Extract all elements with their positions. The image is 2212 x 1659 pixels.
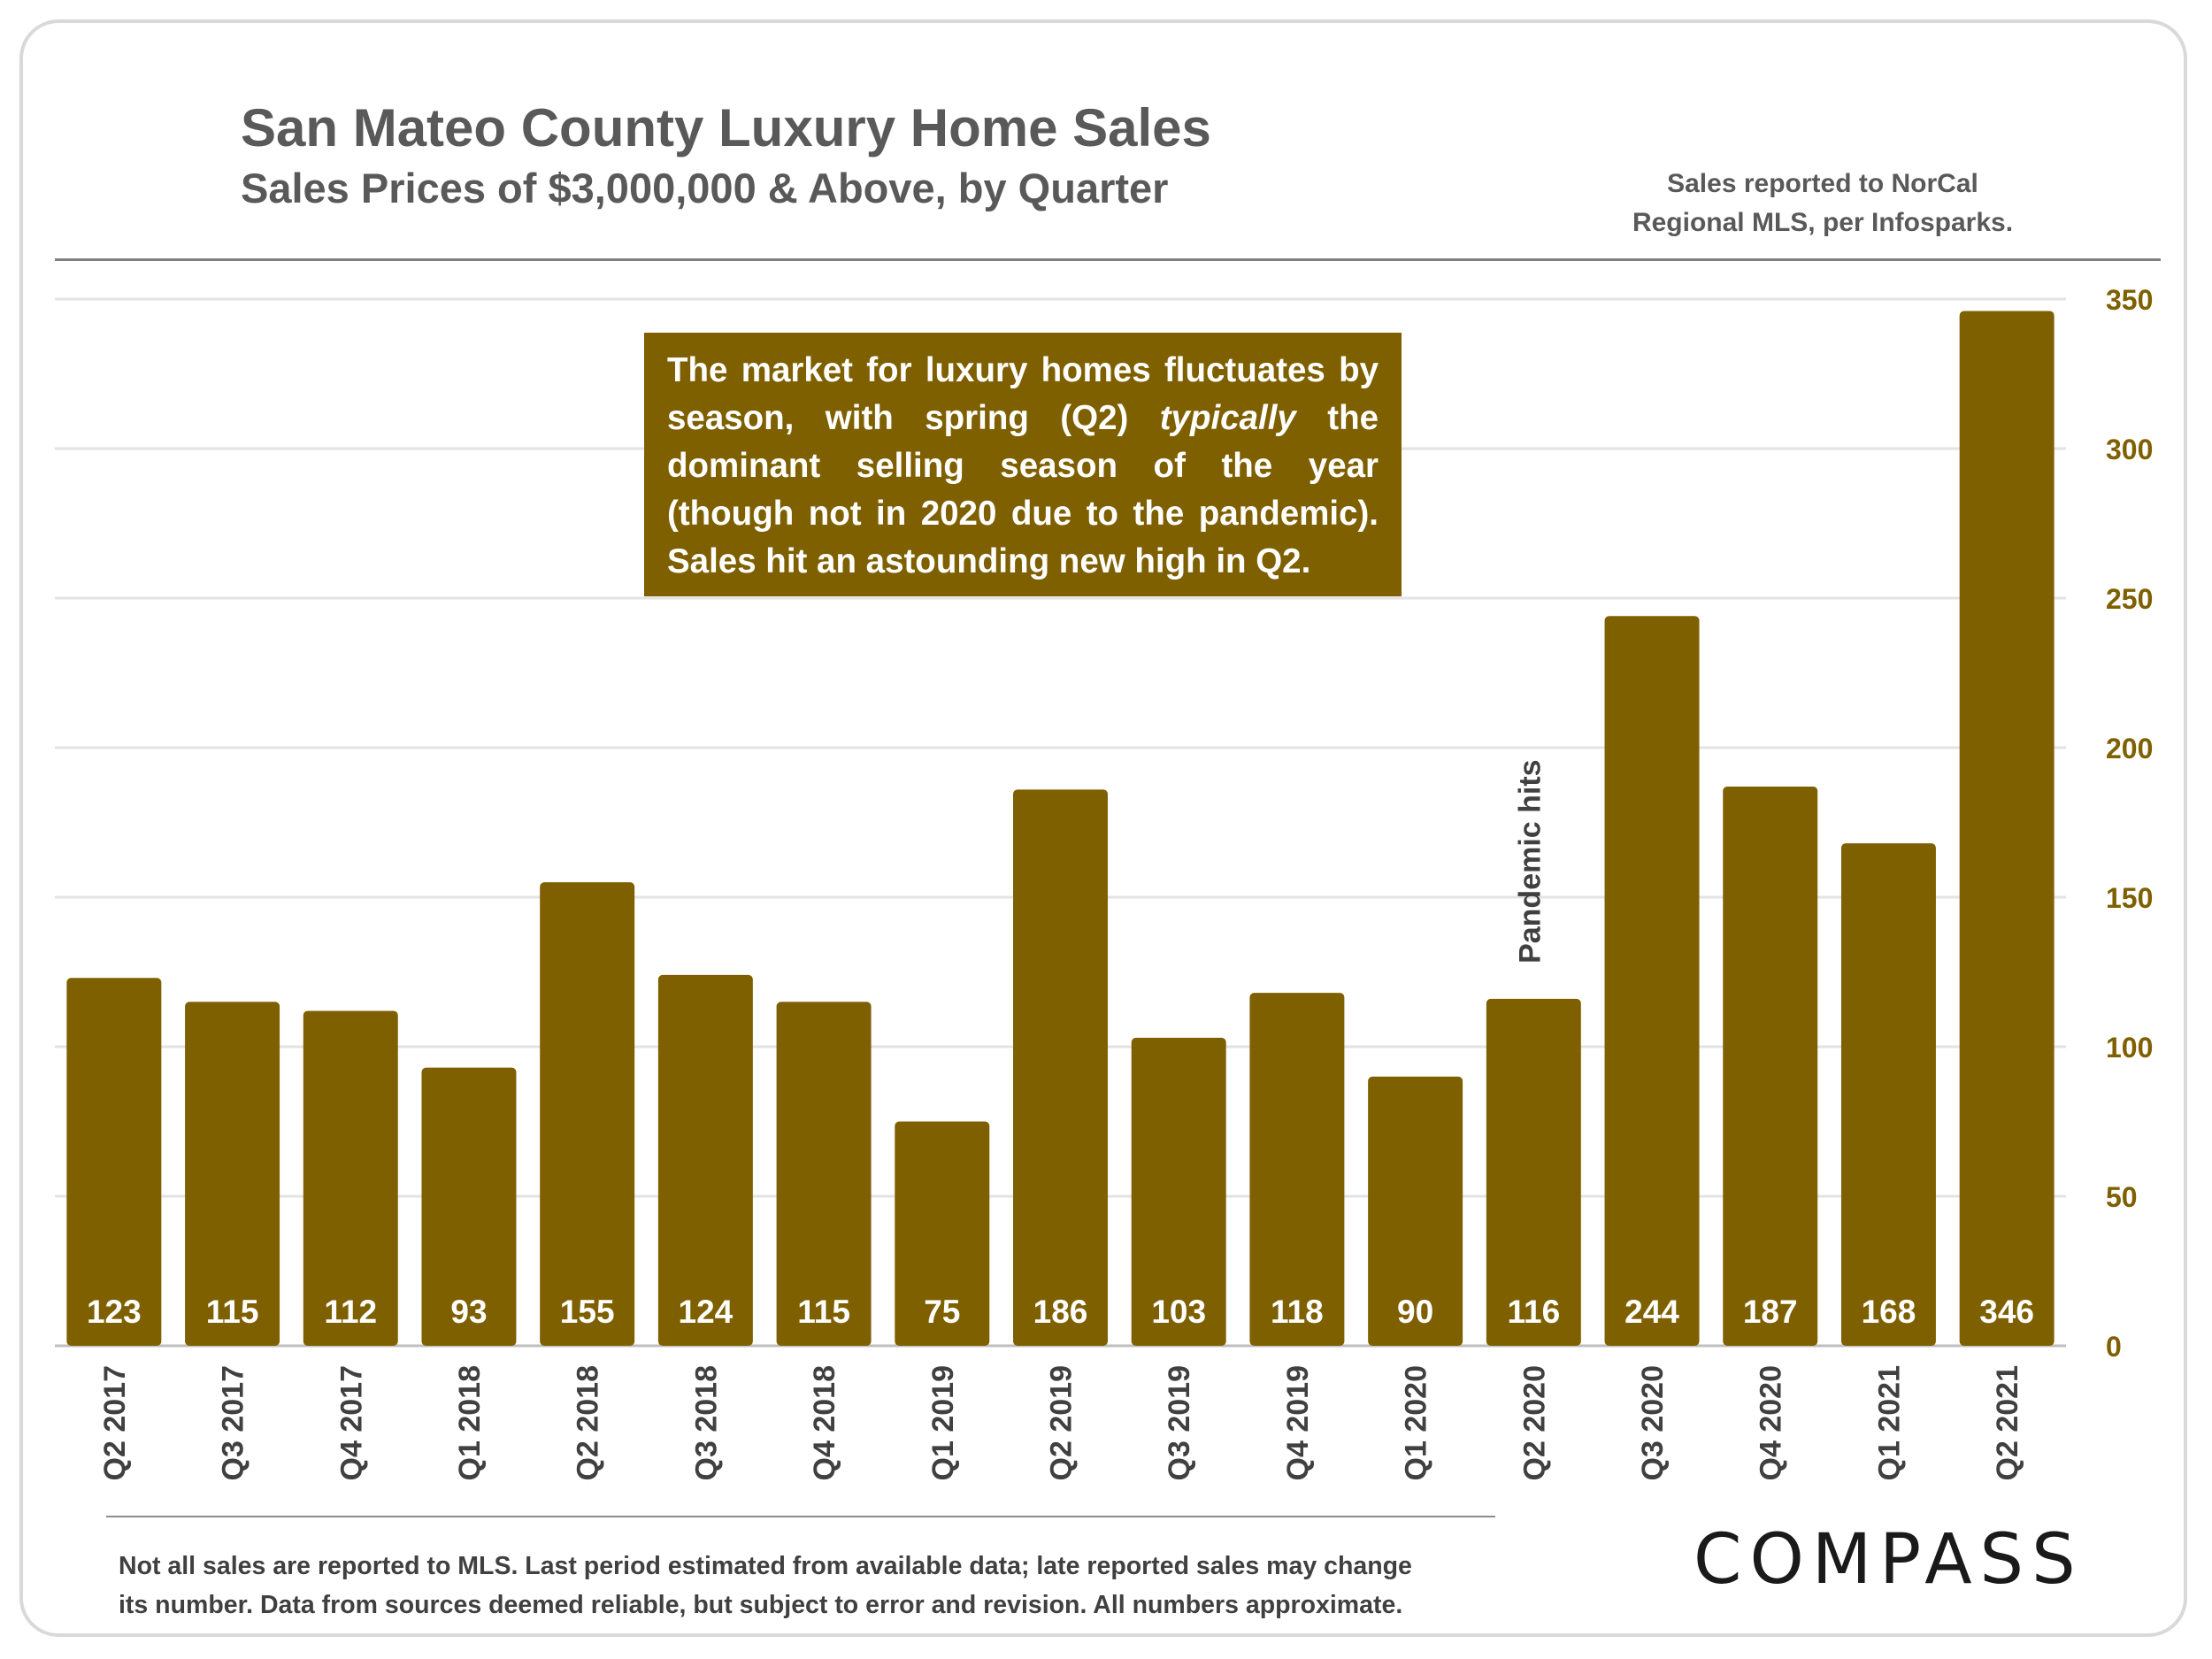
x-tick-label: Q3 2019 — [1163, 1365, 1196, 1480]
x-axis: Q2 2017 Q3 2017 Q4 2017 Q1 2018 Q2 2018 Q3 20… — [98, 1365, 2024, 1480]
header-divider — [55, 258, 2161, 261]
bar — [1013, 789, 1108, 1346]
annotations: Pandemic hits — [1513, 759, 1547, 964]
callout-text-emphasis: typically — [1159, 399, 1296, 437]
data-label: 115 — [206, 1294, 259, 1330]
x-tick-label: Q2 2020 — [1517, 1365, 1551, 1480]
footer-divider — [106, 1516, 1495, 1517]
bar — [657, 974, 753, 1346]
data-label: 187 — [1743, 1294, 1798, 1330]
bar — [1131, 1037, 1226, 1346]
callout-text-part1: The market for luxury homes fluctuates b… — [667, 351, 1379, 437]
bar — [1604, 616, 1700, 1346]
y-tick-label: 250 — [2106, 583, 2153, 615]
callout-box: The market for luxury homes fluctuates b… — [644, 333, 1402, 596]
data-label: 123 — [87, 1294, 142, 1330]
x-tick-label: Q2 2018 — [572, 1365, 605, 1480]
data-label: 75 — [924, 1294, 960, 1330]
data-label: 90 — [1397, 1294, 1433, 1330]
bar — [1723, 786, 1818, 1346]
bar — [421, 1067, 517, 1346]
bar — [303, 1010, 398, 1346]
bars — [66, 311, 2055, 1346]
chart-title: San Mateo County Luxury Home Sales — [241, 98, 1211, 157]
y-tick-label: 150 — [2106, 882, 2153, 914]
x-tick-label: Q1 2021 — [1872, 1365, 1906, 1480]
x-tick-label: Q3 2017 — [217, 1365, 250, 1480]
bar — [185, 1002, 280, 1346]
y-tick-label: 0 — [2106, 1331, 2122, 1363]
data-label: 118 — [1271, 1294, 1324, 1330]
bar — [776, 1002, 872, 1346]
data-label: 186 — [1033, 1294, 1088, 1330]
data-label: 155 — [560, 1294, 615, 1330]
x-tick-label: Q4 2018 — [808, 1365, 841, 1480]
y-tick-label: 50 — [2106, 1181, 2138, 1213]
callout-text-part2: the dominant selling season of the year … — [667, 399, 1379, 580]
x-tick-label: Q1 2019 — [926, 1365, 960, 1480]
y-tick-label: 300 — [2106, 434, 2153, 465]
data-label: 112 — [324, 1294, 377, 1330]
bar — [895, 1121, 990, 1346]
bar — [1840, 843, 1936, 1346]
bar — [540, 882, 635, 1346]
x-tick-label: Q3 2018 — [689, 1365, 723, 1480]
x-tick-label: Q4 2019 — [1281, 1365, 1315, 1480]
data-label: 124 — [679, 1294, 733, 1330]
x-tick-label: Q1 2018 — [453, 1365, 487, 1480]
data-label: 103 — [1151, 1294, 1206, 1330]
y-tick-label: 350 — [2106, 284, 2153, 316]
x-tick-label: Q2 2021 — [1991, 1365, 2024, 1480]
x-tick-label: Q4 2017 — [334, 1365, 368, 1480]
data-label: 244 — [1624, 1294, 1679, 1330]
y-tick-label: 100 — [2106, 1032, 2153, 1064]
bar — [1486, 998, 1581, 1346]
x-tick-label: Q4 2020 — [1755, 1365, 1788, 1480]
footnote-line1: Not all sales are reported to MLS. Last … — [119, 1552, 1412, 1580]
data-label: 93 — [450, 1294, 487, 1330]
footnote: Not all sales are reported to MLS. Last … — [119, 1547, 1570, 1624]
x-tick-label: Q1 2020 — [1400, 1365, 1433, 1480]
compass-logo: COMPASS — [1694, 1520, 2084, 1600]
chart-subtitle: Sales Prices of $3,000,000 & Above, by Q… — [241, 165, 1169, 211]
y-axis: 0 50 100 150 200 250 300 350 — [2106, 284, 2153, 1363]
source-note-line2: Regional MLS, per Infosparks. — [1632, 208, 2014, 237]
data-label: 168 — [1862, 1294, 1916, 1330]
y-tick-label: 200 — [2106, 733, 2153, 764]
x-tick-label: Q2 2019 — [1045, 1365, 1079, 1480]
footnote-line2: its number. Data from sources deemed rel… — [119, 1591, 1403, 1619]
data-labels: 123 115 112 93 155 124 115 75 186 103 118 90 116 244 1… — [87, 1294, 2034, 1330]
x-tick-label: Q2 2017 — [98, 1365, 132, 1480]
data-label: 116 — [1507, 1294, 1560, 1330]
bar — [1249, 993, 1345, 1346]
annotation-pandemic-hits: Pandemic hits — [1513, 759, 1547, 964]
data-label: 115 — [797, 1294, 850, 1330]
bar — [1959, 311, 2055, 1346]
bar — [66, 978, 162, 1346]
x-tick-label: Q3 2020 — [1636, 1365, 1670, 1480]
bar — [1368, 1076, 1463, 1346]
source-note: Sales reported to NorCal Regional MLS, p… — [1575, 165, 2070, 242]
data-label: 346 — [1979, 1294, 2034, 1330]
source-note-line1: Sales reported to NorCal — [1667, 169, 1978, 198]
